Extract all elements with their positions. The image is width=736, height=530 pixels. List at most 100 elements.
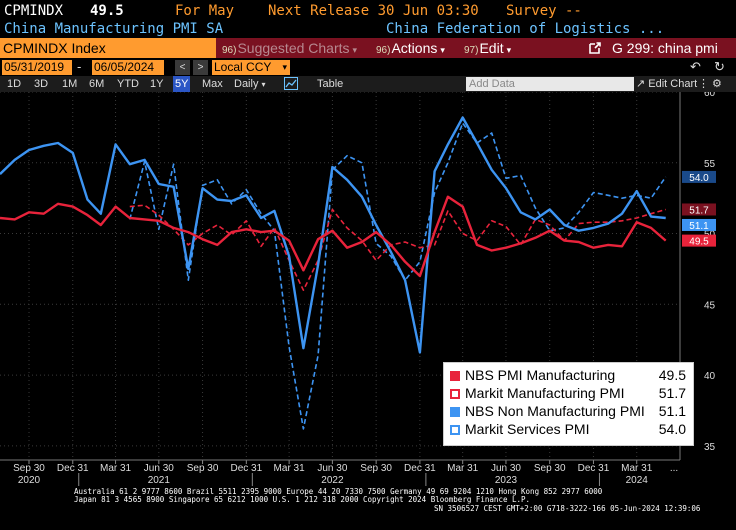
x-tick-label-end: ... <box>670 463 678 474</box>
legend-name: Markit Services PMI <box>465 421 590 437</box>
legend-entry[interactable]: Markit Services PMI 54.0 <box>450 421 690 439</box>
last-value-tag-text: 54.0 <box>689 173 709 184</box>
legend-swatch <box>450 407 460 417</box>
period-5y[interactable]: 5Y <box>173 76 191 92</box>
frequency-label: Daily <box>234 78 259 90</box>
reset-icon[interactable]: ↻ <box>714 59 725 74</box>
y-tick-label: 55 <box>704 159 716 170</box>
period-ytd[interactable]: YTD <box>117 78 139 90</box>
period-max[interactable]: Max <box>202 78 223 90</box>
date-separator: - <box>77 59 82 74</box>
legend-value: 51.7 <box>658 385 686 401</box>
index-selector[interactable]: CPMINDX Index <box>0 38 216 58</box>
x-tick-label: Sep 30 <box>13 463 45 474</box>
edit-chart-button[interactable]: ↗ Edit Chart <box>636 76 697 92</box>
chevron-down-icon: ▾ <box>282 62 287 72</box>
last-value-tag <box>682 234 716 247</box>
period-1m[interactable]: 1M <box>62 78 78 90</box>
period-1d[interactable]: 1D <box>7 78 22 90</box>
x-tick-label: Mar 31 <box>100 463 132 474</box>
start-date-field[interactable]: 05/31/2019 <box>2 60 72 75</box>
date-range-row: 05/31/2019 - 06/05/2024 < > Local CCY ▾ … <box>0 58 736 76</box>
line-chart-icon[interactable] <box>284 77 298 93</box>
chart-function-label: G 299: china pmi <box>612 40 718 56</box>
x-tick-label: Dec 31 <box>578 463 610 474</box>
legend-entry[interactable]: NBS Non Manufacturing PMI 51.1 <box>450 403 690 421</box>
table-button[interactable]: Table <box>317 78 344 90</box>
undo-icon[interactable]: ↶ <box>690 59 701 74</box>
last-value-tag <box>682 170 716 183</box>
edit-label: Edit <box>479 40 504 56</box>
last-value-tag-text: 49.5 <box>689 237 709 248</box>
actions-button[interactable]: 96)Actions ▾ <box>376 38 445 58</box>
legend-name: NBS Non Manufacturing PMI <box>465 403 645 419</box>
last-value-tags: 54.0 51.7 51.1 49.5 <box>682 170 716 248</box>
period-selector-row: 1D 3D 1M 6M YTD 1Y 5Y Max Daily ▾ Table A… <box>0 76 736 92</box>
legend-name: NBS PMI Manufacturing <box>465 367 616 383</box>
actions-number: 96) <box>376 45 391 56</box>
for-period: For May <box>175 3 235 19</box>
date-back-icon[interactable]: < <box>175 60 190 75</box>
x-tick-label: Sep 30 <box>187 463 219 474</box>
chart-legend[interactable]: NBS PMI Manufacturing 49.5 Markit Manufa… <box>443 362 694 446</box>
x-year-label: 2022 <box>321 475 344 486</box>
more-options-icon[interactable]: ⋮ <box>698 78 709 90</box>
settings-icon[interactable]: ⚙ <box>712 78 722 90</box>
frequency-selector[interactable]: Daily ▾ <box>234 76 265 92</box>
legend-value: 54.0 <box>658 421 686 437</box>
footer-line-1: Australia 61 2 9777 8600 Brazil 5511 239… <box>74 487 603 496</box>
x-tick-label: Dec 31 <box>404 463 436 474</box>
date-forward-icon[interactable]: > <box>193 60 208 75</box>
legend-entry[interactable]: Markit Manufacturing PMI 51.7 <box>450 385 690 403</box>
edit-button[interactable]: 97)Edit ▾ <box>464 38 511 58</box>
currency-label: Local CCY <box>214 60 272 74</box>
x-tick-label: Mar 31 <box>621 463 653 474</box>
x-tick-label: Dec 31 <box>230 463 262 474</box>
end-date-field[interactable]: 06/05/2024 <box>92 60 164 75</box>
chevron-down-icon: ▾ <box>440 45 445 55</box>
x-tick-label: Mar 31 <box>274 463 306 474</box>
footer-disclaimer: Australia 61 2 9777 8600 Brazil 5511 239… <box>0 487 736 530</box>
security-description-row: China Manufacturing PMI SA China Federat… <box>0 20 736 38</box>
period-1y[interactable]: 1Y <box>150 78 164 90</box>
edit-chart-label: Edit Chart <box>648 78 698 90</box>
y-tick-label: 35 <box>704 442 716 453</box>
period-6m[interactable]: 6M <box>89 78 105 90</box>
x-axis: Sep 30 Dec 31 Mar 31 Jun 30 Sep 30 Dec 31 Mar … <box>0 459 680 486</box>
last-value-tag <box>682 218 716 231</box>
edit-number: 97) <box>464 45 479 56</box>
legend-name: Markit Manufacturing PMI <box>465 385 625 401</box>
x-tick-label: Jun 30 <box>317 463 347 474</box>
y-tick-label: 60 <box>704 92 716 99</box>
security-header: CPMINDX 49.5 For May Next Release 30 Jun… <box>0 0 736 22</box>
x-year-label: 2021 <box>148 475 171 486</box>
x-tick-label: Mar 31 <box>447 463 479 474</box>
legend-value: 49.5 <box>658 367 686 383</box>
x-year-label: 2024 <box>626 475 649 486</box>
x-year-label: 2023 <box>495 475 518 486</box>
survey-value: Survey -- <box>506 3 582 19</box>
legend-entry[interactable]: NBS PMI Manufacturing 49.5 <box>450 367 690 385</box>
suggested-charts-label: Suggested Charts <box>237 40 350 56</box>
suggested-charts-number: 96) <box>222 45 237 56</box>
series-line-1 <box>129 204 666 291</box>
legend-value: 51.1 <box>658 403 686 419</box>
footer-line-3: SN 3506527 CEST GMT+2:00 G718-3222-166 0… <box>434 503 701 513</box>
chevron-down-icon: ▾ <box>261 80 266 89</box>
export-icon[interactable] <box>588 38 602 58</box>
ticker-symbol[interactable]: CPMINDX <box>4 3 64 19</box>
suggested-charts-button[interactable]: 96)Suggested Charts ▾ <box>222 38 357 58</box>
last-value-tag-text: 51.7 <box>689 205 709 216</box>
chevron-down-icon: ▾ <box>506 45 512 55</box>
x-year-label: 2020 <box>18 475 41 486</box>
x-tick-label: Jun 30 <box>491 463 521 474</box>
legend-swatch <box>450 425 460 435</box>
legend-swatch <box>450 371 460 381</box>
currency-selector[interactable]: Local CCY ▾ <box>212 60 290 75</box>
actions-label: Actions <box>391 40 438 56</box>
legend-swatch <box>450 389 460 399</box>
add-data-input[interactable]: Add Data <box>466 77 634 91</box>
footer-line-2: Japan 81 3 4565 8900 Singapore 65 6212 1… <box>74 495 531 505</box>
period-3d[interactable]: 3D <box>34 78 49 90</box>
